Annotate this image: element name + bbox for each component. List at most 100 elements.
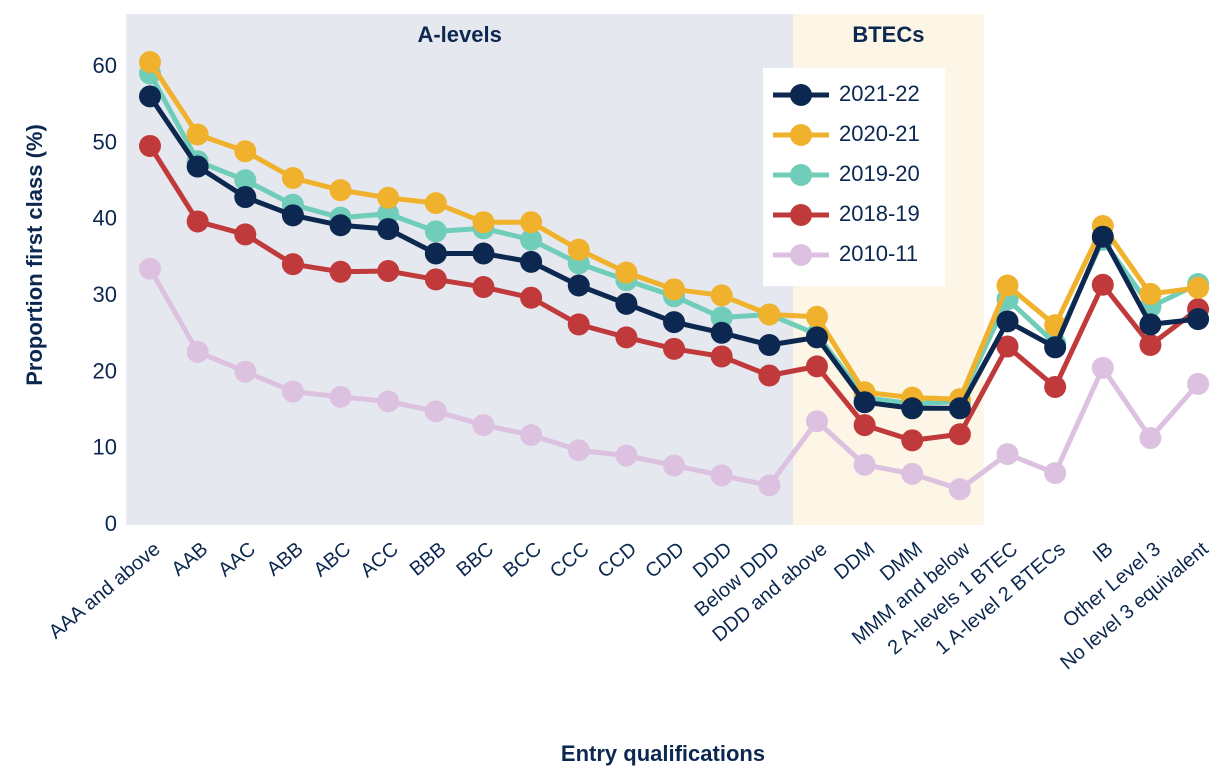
x-axis-title: Entry qualifications [561,741,765,766]
y-tick-label: 10 [93,435,117,460]
point [1091,356,1114,379]
point [853,414,876,437]
x-tick-label: AAB [167,538,212,581]
point [663,337,686,360]
legend-label: 2020-21 [839,121,920,146]
point [186,340,209,363]
point [996,443,1019,466]
point [901,397,924,420]
point [567,238,590,261]
point [948,397,971,420]
point [1187,276,1210,299]
point [996,274,1019,297]
point [234,186,257,209]
x-tick-label: IB [1089,538,1118,567]
legend-label: 2021-22 [839,81,920,106]
point [186,123,209,146]
point [758,474,781,497]
x-tick-label: CDD [641,538,688,583]
x-tick-label: AAC [214,538,260,581]
point [663,454,686,477]
point [424,192,447,215]
point [1044,462,1067,485]
y-tick-label: 60 [93,53,117,78]
point [377,202,400,225]
point [281,204,304,227]
x-tick-label: AAA and above [45,538,165,643]
y-tick-label: 30 [93,282,117,307]
point [186,210,209,233]
point [805,355,828,378]
point [139,257,161,280]
point [424,220,447,243]
point [139,85,161,108]
point [424,242,447,265]
x-tick-label: ABB [263,538,308,581]
point [472,211,495,234]
point [329,260,352,283]
point [472,242,495,265]
legend-label: 2019-20 [839,161,920,186]
point [139,51,161,74]
point [853,453,876,476]
point [615,444,638,467]
point [567,313,590,336]
point [377,218,400,241]
point [1139,313,1162,336]
point [996,335,1019,358]
point [853,391,876,414]
point [234,360,257,383]
point [1139,282,1162,305]
point [329,385,352,408]
point [710,464,733,487]
point [567,274,590,297]
point [567,439,590,462]
point [663,311,686,334]
y-axis-title: Proportion first class (%) [22,124,47,386]
x-tick-label: DDM [830,538,879,584]
legend-marker [790,204,812,226]
point [520,424,543,447]
point [186,155,209,178]
point [520,211,543,234]
point [520,228,543,251]
point [948,478,971,501]
legend-marker [790,244,812,266]
y-tick-label: 50 [93,129,117,154]
x-tick-label: ABC [310,538,356,581]
point [805,410,828,433]
point [472,414,495,437]
point [377,260,400,283]
point [1044,375,1067,398]
point [710,284,733,307]
x-tick-label: CCD [594,538,641,583]
point [758,303,781,326]
y-tick-label: 20 [93,358,117,383]
point [1091,273,1114,296]
x-tick-label: CCC [546,538,593,583]
point [377,186,400,209]
point [1139,427,1162,450]
x-tick-label: BCC [499,538,545,582]
x-tick-label: BBB [406,538,451,581]
point [805,305,828,328]
point [520,250,543,273]
region-band [126,14,794,525]
region-label: BTECs [852,22,924,47]
point [1044,336,1067,359]
point [234,140,257,163]
point [615,292,638,315]
legend-marker [790,164,812,186]
point [281,380,304,403]
point [281,253,304,276]
point [901,429,924,452]
point [663,278,686,301]
x-tick-label: ACC [356,538,402,582]
point [139,134,161,157]
point [377,390,400,413]
legend-marker [790,124,812,146]
point [710,321,733,344]
x-tick-label: BBC [452,538,498,581]
point [472,276,495,299]
